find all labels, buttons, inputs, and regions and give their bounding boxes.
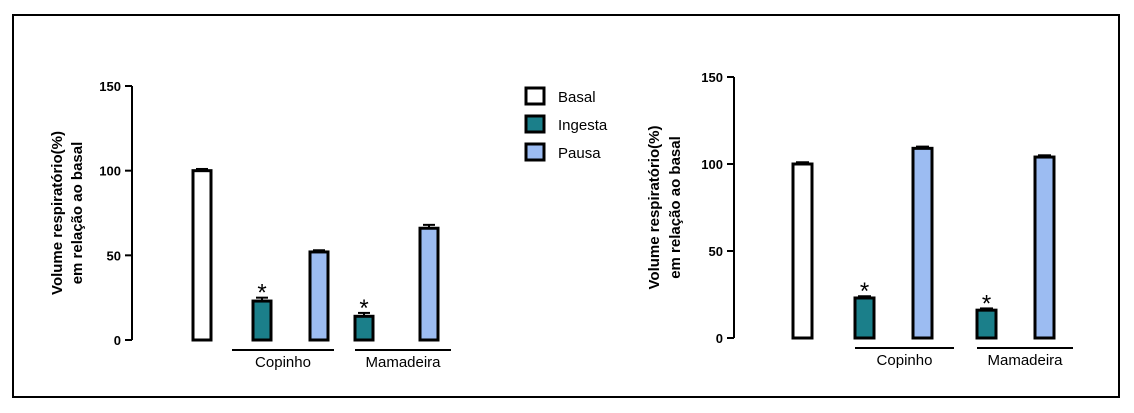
legend-swatch-pausa [524, 142, 546, 162]
bar-ingesta-copinho [853, 296, 876, 340]
y-tick-label: 100 [701, 157, 723, 172]
legend-swatch-basal [524, 86, 546, 106]
bar-pausa-mamadeira [418, 226, 440, 342]
significance-marker: * [359, 295, 368, 322]
group-label-mamadeira: Mamadeira [987, 352, 1063, 369]
chart-panel-1: Volume respiratório(%) em relação ao basa… [49, 79, 608, 371]
bar-pausa-mamadeira [1033, 155, 1056, 340]
bar-basal [191, 169, 213, 342]
chart-figure: Volume respiratório(%) em relação ao basa… [49, 70, 1073, 371]
y-tick-label: 0 [114, 333, 121, 348]
figure-frame: Volume respiratório(%) em relação ao basa… [12, 14, 1120, 398]
chart-panel-2: Volume respiratório(%) em relação ao basa… [646, 70, 1073, 369]
y-tick-label: 150 [99, 79, 121, 94]
y-axis-label-line-2: em relação ao basal [667, 136, 684, 279]
bar-pausa-copinho [911, 146, 934, 340]
y-axis-label-line-1: Volume respiratório(%) [646, 126, 663, 290]
legend-label-pausa: Pausa [558, 145, 601, 162]
legend-label-basal: Basal [558, 89, 596, 106]
group-label-copinho: Copinho [877, 352, 933, 369]
legend-label-ingesta: Ingesta [558, 117, 608, 134]
y-tick-label: 100 [99, 164, 121, 179]
y-axis-label-line-2: em relação ao basal [69, 142, 86, 285]
significance-marker: * [257, 280, 266, 307]
group-label-mamadeira: Mamadeira [365, 354, 441, 371]
y-tick-label: 50 [709, 244, 723, 259]
y-tick-label: 0 [716, 331, 723, 346]
legend: Basal Ingesta Pausa [524, 86, 608, 162]
significance-marker: * [982, 290, 991, 317]
significance-marker: * [860, 278, 869, 305]
y-axis-label-line-1: Volume respiratório(%) [49, 131, 66, 295]
bar-basal [791, 162, 814, 340]
legend-swatch-ingesta [524, 114, 546, 134]
y-tick-label: 50 [107, 248, 121, 263]
bar-ingesta-copinho [251, 299, 273, 342]
bar-ingesta-mamadeira [353, 314, 375, 342]
group-label-copinho: Copinho [255, 354, 311, 371]
bar-pausa-copinho [308, 250, 330, 342]
bar-ingesta-mamadeira [975, 308, 998, 340]
y-tick-label: 150 [701, 70, 723, 85]
